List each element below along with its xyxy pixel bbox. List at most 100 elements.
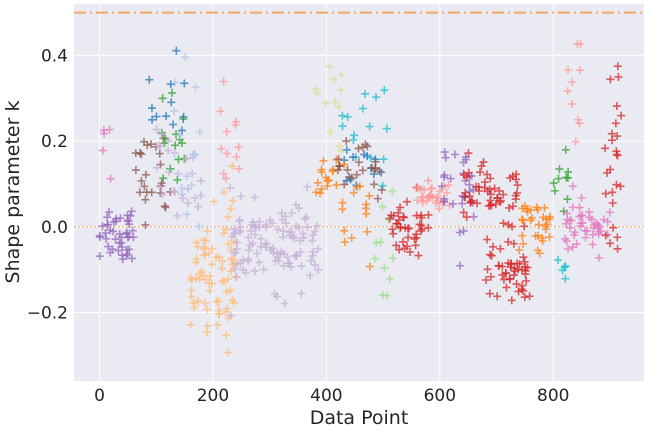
data-point — [533, 231, 542, 240]
data-point — [128, 226, 137, 235]
data-point — [219, 229, 228, 238]
data-point — [250, 230, 259, 239]
data-point — [518, 265, 527, 274]
data-point — [525, 292, 534, 301]
data-point — [515, 259, 524, 268]
data-point — [296, 247, 305, 256]
data-point — [193, 242, 202, 251]
data-point — [179, 112, 188, 121]
data-point — [98, 146, 107, 155]
data-point — [106, 174, 115, 183]
data-point — [279, 261, 288, 270]
data-point — [365, 191, 374, 200]
data-point — [171, 141, 180, 150]
data-point — [197, 267, 206, 276]
data-point — [483, 265, 492, 274]
data-point — [262, 239, 271, 248]
data-point — [413, 183, 422, 192]
data-point — [560, 234, 569, 243]
y-tick-label: 0.0 — [41, 218, 68, 238]
data-point — [155, 149, 164, 158]
data-point — [354, 144, 363, 153]
data-point — [461, 155, 470, 164]
data-point — [515, 246, 524, 255]
data-point — [573, 115, 582, 124]
data-point — [613, 151, 622, 160]
data-point — [188, 169, 197, 178]
data-point — [190, 193, 199, 202]
data-point — [358, 166, 367, 175]
data-point — [192, 254, 201, 263]
data-point — [235, 216, 244, 225]
data-point — [521, 270, 530, 279]
data-point — [541, 222, 550, 231]
data-point — [282, 219, 291, 228]
data-point — [349, 135, 358, 144]
data-point — [487, 251, 496, 260]
data-point — [425, 192, 434, 201]
data-point — [221, 174, 230, 183]
data-point — [123, 216, 132, 225]
data-point — [247, 221, 256, 230]
data-point — [205, 249, 214, 258]
data-point — [224, 239, 233, 248]
data-point — [104, 242, 113, 251]
data-point — [343, 112, 352, 121]
x-tick-labels: 0 200 400 600 800 — [94, 386, 569, 406]
data-point — [186, 320, 195, 329]
data-point — [312, 221, 321, 230]
data-point — [370, 254, 379, 263]
data-point — [217, 264, 226, 273]
data-point — [376, 238, 385, 247]
data-point — [234, 164, 243, 173]
data-point — [140, 137, 149, 146]
data-point — [435, 187, 444, 196]
data-point — [455, 261, 464, 270]
data-point — [587, 215, 596, 224]
data-point — [378, 291, 387, 300]
data-point — [177, 126, 186, 135]
data-point — [414, 251, 423, 260]
data-point — [616, 182, 625, 191]
data-point — [361, 89, 370, 98]
data-point — [286, 262, 295, 271]
data-point — [218, 257, 227, 266]
data-point — [493, 193, 502, 202]
data-point — [108, 245, 117, 254]
data-point — [212, 297, 221, 306]
data-point — [523, 207, 532, 216]
data-point — [261, 240, 270, 249]
data-point — [174, 169, 183, 178]
data-point — [310, 227, 319, 236]
data-point — [227, 254, 236, 263]
data-point — [173, 211, 182, 220]
data-point — [170, 107, 179, 116]
data-point — [444, 181, 453, 190]
data-point — [323, 182, 332, 191]
data-point — [312, 188, 321, 197]
data-point — [160, 202, 169, 211]
data-point — [126, 211, 135, 220]
data-point — [519, 253, 528, 262]
data-point — [299, 233, 308, 242]
data-point — [337, 147, 346, 156]
data-point — [112, 214, 121, 223]
data-point — [131, 166, 140, 175]
data-point — [606, 239, 615, 248]
data-point — [617, 111, 626, 120]
data-point — [297, 289, 306, 298]
data-point — [141, 170, 150, 179]
data-point — [410, 235, 419, 244]
data-point — [465, 192, 474, 201]
data-point — [563, 245, 572, 254]
data-point — [256, 242, 265, 251]
data-point — [177, 190, 186, 199]
data-point — [465, 180, 474, 189]
data-point — [590, 221, 599, 230]
data-point — [232, 244, 241, 253]
data-point — [420, 185, 429, 194]
data-point — [316, 189, 325, 198]
data-point — [255, 258, 264, 267]
data-point — [464, 168, 473, 177]
data-point — [417, 213, 426, 222]
